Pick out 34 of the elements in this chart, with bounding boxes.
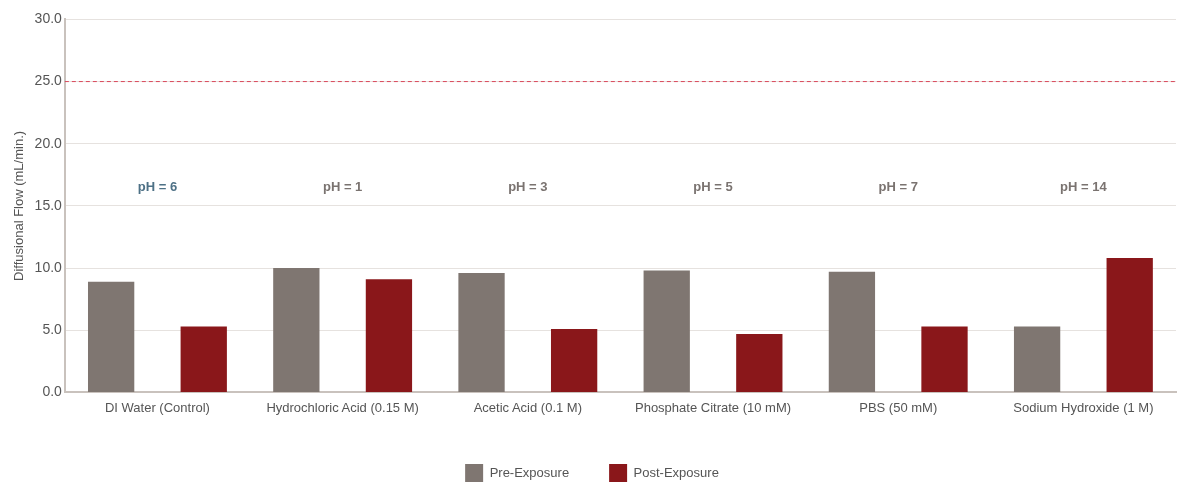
x-tick-label: Hydrochloric Acid (0.15 M): [266, 399, 419, 415]
annotation: pH = 6: [137, 178, 178, 194]
x-tick-label: Sodium Hydroxide (1 M): [1013, 399, 1154, 415]
x-tick-label: Acetic Acid (0.1 M): [473, 399, 583, 415]
bar: [1106, 258, 1153, 392]
bar: [736, 333, 783, 392]
x-tick-label: PBS (50 mM): [859, 399, 938, 415]
bar: [365, 279, 413, 392]
annotation: pH = 3: [508, 178, 548, 194]
y-tick-label: 15.0: [34, 196, 63, 213]
y-axis-title: Diffusional Flow (mL/min.): [11, 130, 27, 281]
bar: [643, 270, 690, 392]
bar: [550, 328, 598, 392]
annotation: pH = 14: [1060, 178, 1108, 194]
y-tick-label: 0.0: [42, 383, 63, 400]
bar: [458, 273, 505, 392]
y-tick-label: 25.0: [34, 72, 63, 89]
annotation: pH = 1: [322, 178, 363, 194]
bar: [1013, 326, 1061, 392]
y-tick-label: 10.0: [34, 258, 63, 275]
legend-label: Pre-Exposure: [489, 464, 570, 480]
bar: [273, 268, 320, 392]
annotation: pH = 5: [693, 178, 733, 194]
bar: [828, 271, 876, 392]
bar: [921, 326, 968, 392]
y-tick-label: 5.0: [42, 321, 63, 338]
legend-label: Post-Exposure: [633, 464, 719, 480]
x-tick-label: Phosphate Citrate (10 mM): [634, 399, 792, 415]
annotation: pH = 7: [878, 178, 918, 194]
bar: [180, 326, 227, 392]
bar: [88, 281, 135, 392]
y-tick-label: 30.0: [34, 10, 63, 27]
x-tick-label: DI Water (Control): [104, 399, 210, 415]
y-tick-label: 20.0: [34, 134, 63, 151]
